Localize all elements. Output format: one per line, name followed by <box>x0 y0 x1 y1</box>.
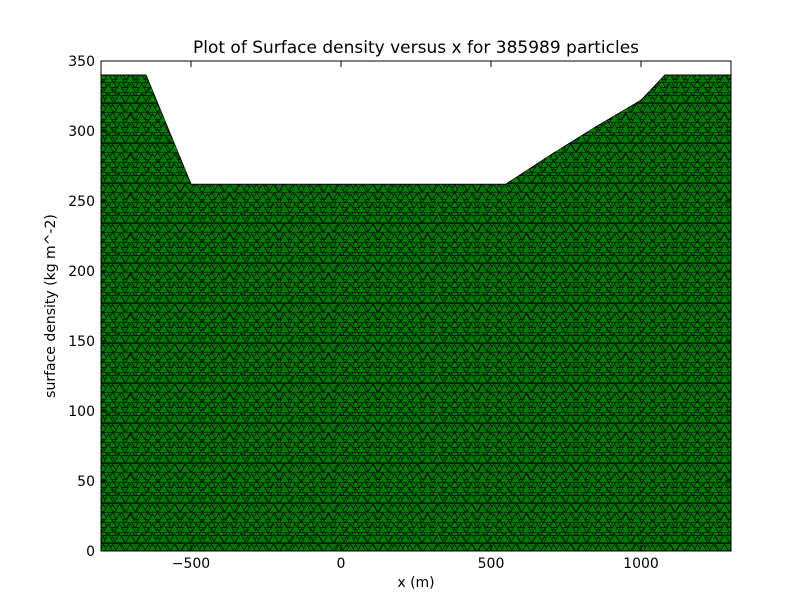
y-tick-label: 200 <box>68 264 95 280</box>
x-tick-label: 500 <box>478 556 505 572</box>
y-axis-label: surface density (kg m^-2) <box>43 214 59 398</box>
plot-frame <box>100 60 732 552</box>
y-tick-label: 50 <box>77 474 95 490</box>
plot-area: −500 0 500 1000 0 50 100 150 200 250 300 350 <box>68 54 732 572</box>
x-tick-label: −500 <box>172 556 210 572</box>
y-tick-label: 250 <box>68 194 95 210</box>
y-tick-label: 300 <box>68 124 95 140</box>
y-axis: 0 50 100 150 200 250 300 350 <box>68 54 731 560</box>
particle-cloud-overlay <box>101 75 731 551</box>
y-tick-label: 350 <box>68 54 95 70</box>
y-tick-label: 150 <box>68 334 95 350</box>
x-axis-label: x (m) <box>397 575 434 591</box>
x-axis: −500 0 500 1000 <box>172 61 659 572</box>
y-tick-label: 100 <box>68 404 95 420</box>
y-tick-label: 0 <box>86 544 95 560</box>
x-tick-label: 0 <box>337 556 346 572</box>
x-tick-label: 1000 <box>623 556 659 572</box>
chart-title: Plot of Surface density versus x for 385… <box>193 38 639 58</box>
